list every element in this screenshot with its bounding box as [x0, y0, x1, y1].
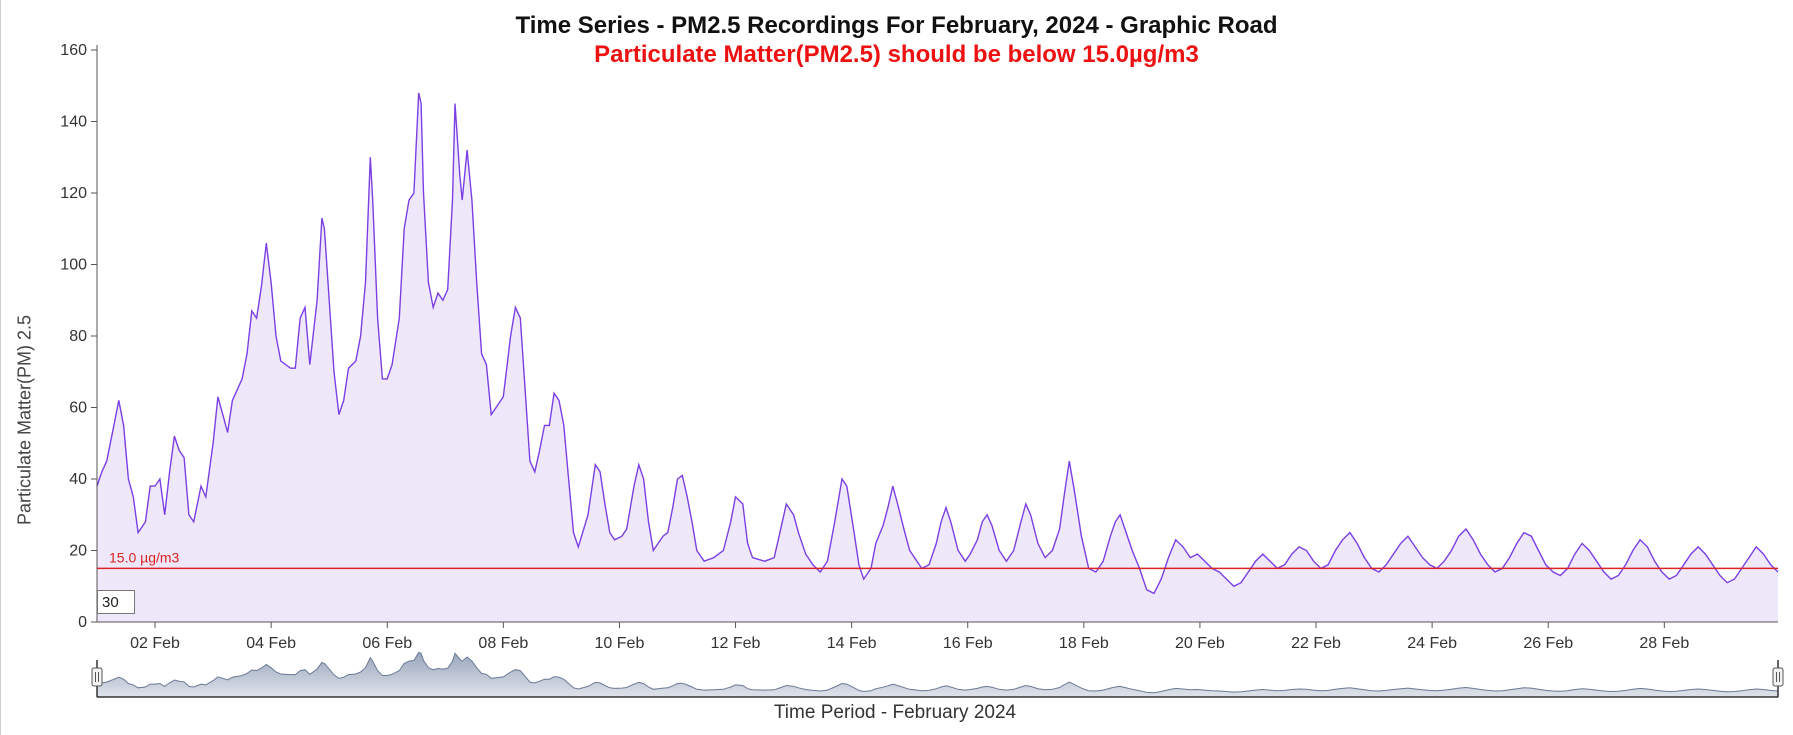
chart-title: Time Series - PM2.5 Recordings For Febru… [515, 12, 1278, 39]
x-tick-label: 08 Feb [478, 635, 528, 652]
y-tick-label: 140 [60, 114, 87, 131]
navigator-right-handle[interactable] [1772, 667, 1784, 687]
x-tick-label: 20 Feb [1175, 635, 1225, 652]
y-tick-label: 60 [69, 400, 87, 417]
page-left-border [0, 0, 1, 735]
x-axis: 02 Feb 04 Feb 06 Feb 08 Feb 10 Feb 12 Feb 14 F… [97, 621, 1778, 652]
y-tick-label: 100 [60, 257, 87, 274]
x-tick-label: 18 Feb [1059, 635, 1109, 652]
navigator-series [96, 651, 1779, 698]
y-tick-label: 80 [69, 328, 87, 345]
navigator-left-handle[interactable] [91, 667, 103, 687]
y-tick-label: 160 [60, 42, 87, 59]
threshold-line-group: 15.0 µg/m3 [97, 549, 1778, 570]
y-tick-label: 20 [69, 543, 87, 560]
x-tick-label: 04 Feb [246, 635, 296, 652]
x-tick-label: 02 Feb [130, 635, 180, 652]
x-tick-label: 12 Feb [711, 635, 761, 652]
x-tick-label: 10 Feb [595, 635, 645, 652]
threshold-label: 15.0 µg/m3 [109, 549, 180, 565]
chart-subtitle: Particulate Matter(PM2.5) should be belo… [594, 41, 1199, 68]
range-navigator[interactable] [91, 651, 1784, 698]
y-tick-label: 120 [60, 185, 87, 202]
series-line [96, 92, 1779, 595]
y-tick-label: 0 [78, 614, 87, 631]
plot-area [96, 92, 1779, 622]
y-axis: 0 20 40 60 80 100 120 140 160 [60, 42, 98, 631]
series-area-fill [97, 92, 1778, 622]
x-tick-label: 26 Feb [1523, 635, 1573, 652]
rolling-period-input[interactable]: 30 [97, 590, 135, 614]
x-axis-label: Time Period - February 2024 [773, 702, 1017, 723]
x-tick-label: 16 Feb [943, 635, 993, 652]
x-tick-label: 06 Feb [362, 635, 412, 652]
x-tick-label: 22 Feb [1291, 635, 1341, 652]
x-tick-label: 24 Feb [1407, 635, 1457, 652]
y-tick-label: 40 [69, 471, 87, 488]
x-tick-label: 28 Feb [1639, 635, 1689, 652]
x-tick-label: 14 Feb [827, 635, 877, 652]
